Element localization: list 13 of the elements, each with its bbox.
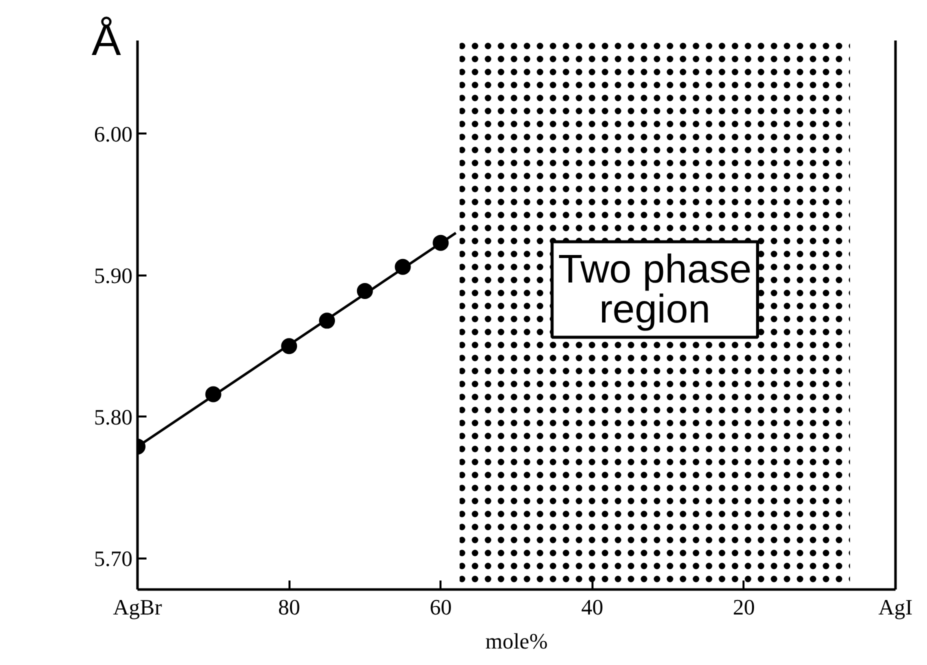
x-tick-label: AgI bbox=[878, 594, 913, 620]
y-tick-label: 5.80 bbox=[94, 404, 132, 430]
y-tick-label: 5.70 bbox=[94, 546, 132, 571]
x-tick-label: 80 bbox=[278, 594, 300, 620]
x-axis-title: mole% bbox=[485, 628, 548, 654]
y-tick-label: 5.90 bbox=[94, 262, 132, 288]
y-axis-title: Å bbox=[92, 16, 122, 65]
x-tick-label: 40 bbox=[581, 594, 604, 620]
band-label: Two phase region bbox=[558, 248, 752, 332]
y-tick-label: 6.00 bbox=[94, 121, 132, 146]
x-tick-label: 20 bbox=[732, 594, 755, 620]
x-tick-label: AgBr bbox=[113, 594, 163, 620]
x-tick-label: 60 bbox=[430, 594, 452, 620]
